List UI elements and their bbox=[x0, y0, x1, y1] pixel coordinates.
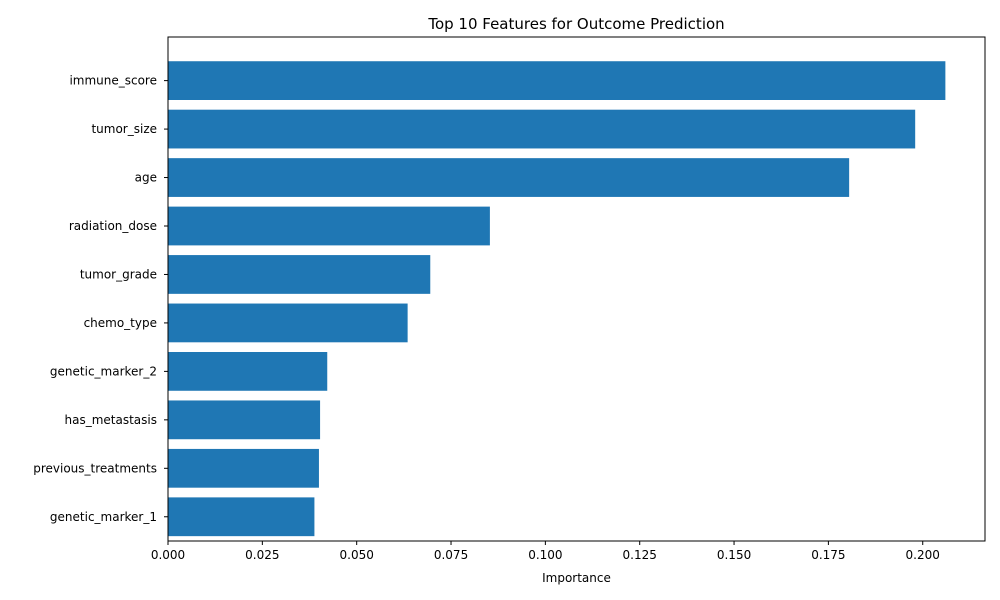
bar-age bbox=[168, 158, 850, 197]
y-tick-label: age bbox=[135, 171, 157, 185]
x-tick-label: 0.125 bbox=[623, 548, 657, 562]
chart-title: Top 10 Features for Outcome Prediction bbox=[427, 15, 724, 33]
x-axis-title: Importance bbox=[542, 571, 611, 585]
x-tick-label: 0.075 bbox=[434, 548, 468, 562]
bar-genetic-marker-1 bbox=[168, 497, 315, 537]
bar-previous-treatments bbox=[168, 448, 319, 488]
x-tick-label: 0.150 bbox=[717, 548, 751, 562]
y-tick-label: radiation_dose bbox=[69, 219, 157, 233]
bar-chemo-type bbox=[168, 303, 408, 343]
y-tick-label: genetic_marker_1 bbox=[50, 510, 157, 524]
y-tick-label: tumor_grade bbox=[80, 267, 157, 281]
y-tick-label: immune_score bbox=[69, 74, 157, 88]
y-tick-label: has_metastasis bbox=[65, 413, 158, 427]
x-axis-ticks: 0.000 0.025 0.050 0.075 0.100 0.125 0.150 0.175… bbox=[151, 541, 940, 562]
bar-has-metastasis bbox=[168, 400, 321, 440]
bars-layer bbox=[168, 61, 946, 537]
x-tick-label: 0.175 bbox=[811, 548, 845, 562]
y-tick-label: previous_treatments bbox=[33, 461, 157, 475]
bar-radiation-dose bbox=[168, 206, 490, 246]
y-tick-label: chemo_type bbox=[84, 316, 157, 330]
bar-tumor-grade bbox=[168, 255, 431, 294]
y-tick-label: tumor_size bbox=[91, 122, 157, 136]
x-tick-label: 0.200 bbox=[906, 548, 940, 562]
bar-tumor-size bbox=[168, 109, 916, 149]
x-tick-label: 0.100 bbox=[528, 548, 562, 562]
plot-frame bbox=[167, 36, 986, 542]
x-tick-label: 0.000 bbox=[151, 548, 185, 562]
x-tick-label: 0.050 bbox=[340, 548, 374, 562]
x-tick-label: 0.025 bbox=[245, 548, 279, 562]
bar-immune-score bbox=[168, 61, 946, 100]
y-tick-label: genetic_marker_2 bbox=[50, 364, 157, 378]
bar-genetic-marker-2 bbox=[168, 352, 328, 391]
